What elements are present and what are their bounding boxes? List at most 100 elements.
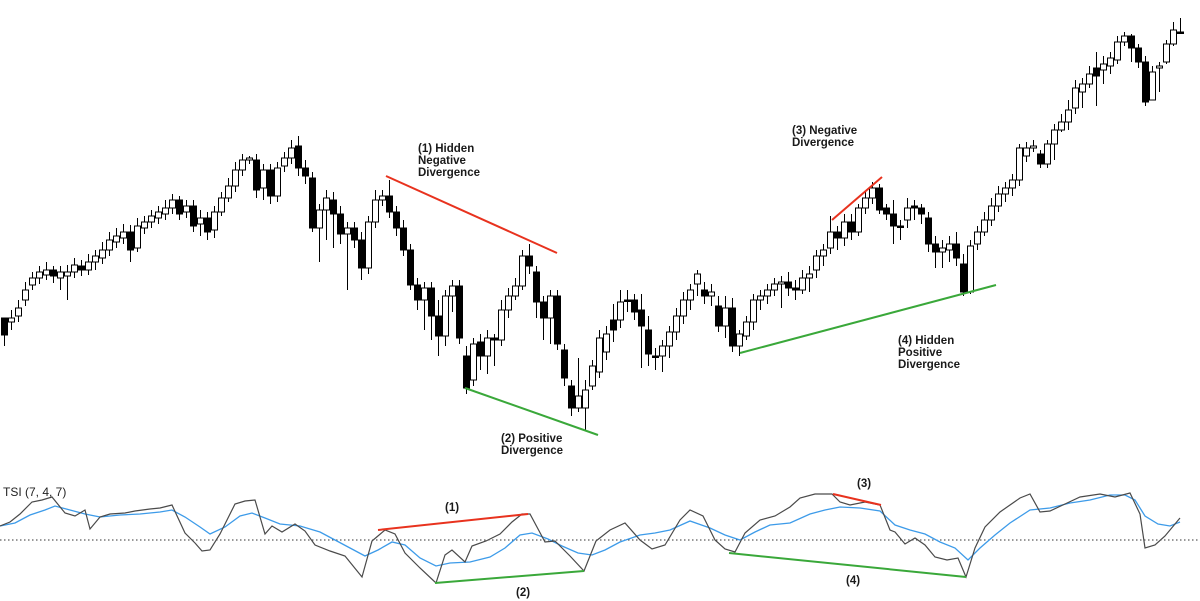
candle-up bbox=[995, 193, 1002, 207]
candle-up bbox=[855, 207, 862, 233]
candle-down bbox=[883, 207, 890, 215]
candle-up bbox=[575, 395, 582, 409]
candle-up bbox=[1163, 43, 1170, 63]
candle-down bbox=[876, 187, 883, 211]
candle-up bbox=[1156, 65, 1163, 69]
annotation-indicator-2: (2) bbox=[516, 587, 531, 599]
candle-up bbox=[162, 207, 169, 215]
candle-down bbox=[834, 231, 841, 239]
candle-up bbox=[484, 337, 491, 357]
annotation-price-1: (1) Hidden Negative Divergence bbox=[418, 143, 481, 179]
candle-up bbox=[1009, 179, 1016, 189]
candle-up bbox=[323, 197, 330, 211]
candle-up bbox=[904, 207, 911, 221]
candle-up bbox=[316, 209, 323, 229]
candle-up bbox=[743, 321, 750, 337]
candle-down bbox=[554, 295, 561, 345]
candle-up bbox=[750, 299, 757, 323]
candle-up bbox=[946, 243, 953, 251]
candle-up bbox=[967, 245, 974, 293]
candle-up bbox=[617, 301, 624, 321]
candle-up bbox=[421, 287, 428, 301]
candle-up bbox=[659, 345, 666, 357]
candle-up bbox=[169, 199, 176, 209]
candle-up bbox=[1058, 121, 1065, 131]
candle-up bbox=[29, 277, 36, 286]
divergence-line-1 bbox=[385, 175, 558, 254]
candle-up bbox=[232, 169, 239, 187]
candle-down bbox=[78, 265, 85, 271]
candle-down bbox=[330, 199, 337, 215]
candle-down bbox=[302, 167, 309, 177]
candle-up bbox=[197, 217, 204, 225]
candle-up bbox=[1016, 147, 1023, 181]
candle-down bbox=[918, 207, 925, 215]
candle-down bbox=[533, 271, 540, 303]
candle-up bbox=[1079, 83, 1086, 93]
candle-up bbox=[862, 197, 869, 209]
candle-down bbox=[253, 159, 260, 191]
candle-up bbox=[106, 239, 113, 251]
candle-down bbox=[540, 301, 547, 319]
candle-down bbox=[1, 317, 8, 336]
candle-up bbox=[274, 167, 281, 197]
candle-down bbox=[1128, 35, 1135, 49]
candle-up bbox=[736, 333, 743, 347]
candle-up bbox=[148, 215, 155, 223]
candle-up bbox=[820, 249, 827, 257]
candle-down bbox=[393, 211, 400, 229]
annotation-indicator-3: (3) bbox=[857, 478, 872, 490]
candle-up bbox=[974, 231, 981, 245]
candle-down bbox=[463, 355, 470, 389]
candle-up bbox=[939, 247, 946, 253]
candle-up bbox=[1065, 109, 1072, 123]
candle-up bbox=[708, 291, 715, 297]
divergence-line-3 bbox=[832, 493, 882, 506]
candle-down bbox=[911, 205, 918, 209]
candle-up bbox=[722, 307, 729, 327]
candle-up bbox=[92, 255, 99, 263]
candle-up bbox=[113, 235, 120, 243]
candle-up bbox=[687, 289, 694, 301]
candle-down bbox=[407, 249, 414, 286]
candle-up bbox=[1002, 187, 1009, 195]
candle-down bbox=[890, 213, 897, 227]
candle-up bbox=[442, 295, 449, 337]
annotation-price-2: (2) Positive Divergence bbox=[501, 433, 564, 457]
candle-down bbox=[337, 213, 344, 235]
candle-up bbox=[365, 221, 372, 269]
candle-up bbox=[155, 211, 162, 219]
candle-up bbox=[1170, 29, 1177, 45]
candle-up bbox=[120, 231, 127, 239]
candle-up bbox=[246, 157, 253, 161]
candle-down bbox=[701, 289, 708, 297]
candle-up bbox=[281, 157, 288, 167]
candle-up bbox=[43, 269, 50, 276]
candle-up bbox=[981, 219, 988, 233]
candle-down bbox=[953, 243, 960, 259]
candle-up bbox=[344, 227, 351, 235]
candle-up bbox=[841, 221, 848, 239]
candle-up bbox=[827, 231, 834, 249]
candle-up bbox=[71, 264, 78, 273]
candle-down bbox=[358, 239, 365, 269]
candle-down bbox=[309, 177, 316, 229]
candle-up bbox=[1114, 41, 1121, 61]
candle-down bbox=[932, 243, 939, 253]
candle-down bbox=[400, 227, 407, 251]
candle-up bbox=[757, 295, 764, 301]
candle-up bbox=[813, 255, 820, 271]
candle-down bbox=[645, 329, 652, 355]
candle-down bbox=[652, 355, 659, 358]
candle-up bbox=[288, 147, 295, 159]
candle-down bbox=[295, 145, 302, 169]
candle-up bbox=[589, 365, 596, 387]
candle-up bbox=[799, 277, 806, 291]
candle-up bbox=[869, 187, 876, 199]
candle-down bbox=[561, 349, 568, 379]
divergence-line-2 bbox=[434, 570, 585, 584]
candle-down bbox=[610, 319, 617, 331]
candle-down bbox=[631, 299, 638, 313]
candle-down bbox=[715, 305, 722, 327]
